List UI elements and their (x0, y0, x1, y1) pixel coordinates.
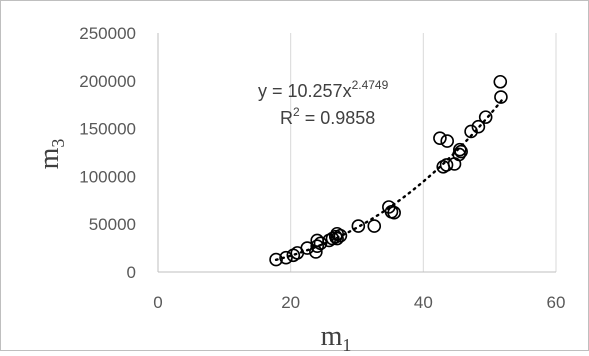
y-tick-label-150000: 150000 (79, 120, 136, 139)
data-point-27 (454, 144, 468, 159)
y-axis-title: m3 (34, 139, 68, 170)
tick-labels: 0 20 40 60 0 50000 100000 150000 200000 250000 (79, 24, 565, 312)
y-tick-label-100000: 100000 (79, 167, 136, 186)
data-point-14 (330, 231, 344, 246)
data-point-15 (351, 219, 366, 233)
data-point-1 (279, 250, 293, 265)
data-point-8 (313, 236, 328, 251)
data-point-32 (494, 90, 508, 104)
y-tick-label-50000: 50000 (89, 215, 136, 234)
data-point-28 (464, 124, 478, 139)
y-tick-label-0: 0 (127, 263, 136, 282)
x-tick-label-0: 0 (153, 293, 162, 312)
data-point-4 (300, 241, 315, 255)
x-tick-label-40: 40 (414, 293, 433, 312)
data-point-26 (453, 142, 467, 157)
r-squared-superscript: 2 (293, 105, 300, 119)
r-squared-label: R2 = 0.9858 (280, 105, 375, 128)
data-point-19 (387, 205, 401, 220)
data-point-20 (433, 131, 447, 145)
y-tick-label-200000: 200000 (79, 72, 136, 91)
data-points (269, 74, 508, 267)
r-squared-value: = 0.9858 (300, 108, 376, 128)
y-tick-label-250000: 250000 (79, 24, 136, 43)
data-point-23 (440, 134, 455, 148)
data-point-13 (333, 228, 348, 243)
axes (157, 33, 556, 273)
trendline-equation-base: y = 10.257x (258, 81, 352, 101)
y-axis-title-base: m (34, 147, 65, 169)
x-axis-title: m1 (321, 321, 352, 351)
x-tick-label-60: 60 (547, 293, 566, 312)
data-point-25 (452, 147, 466, 162)
data-point-0 (269, 252, 283, 267)
trendline-equation-exponent: 2.4749 (352, 78, 389, 92)
x-axis-title-subscript: 1 (342, 335, 351, 351)
data-point-30 (478, 110, 493, 124)
x-axis-title-base: m (321, 321, 343, 351)
data-point-31 (493, 74, 508, 89)
data-point-16 (367, 219, 382, 233)
y-axis-title-subscript: 3 (48, 139, 68, 148)
x-tick-label-20: 20 (281, 293, 300, 312)
data-point-22 (439, 158, 454, 172)
data-point-29 (471, 119, 486, 134)
r-squared-prefix: R (280, 108, 293, 128)
data-point-6 (310, 239, 325, 253)
trendline-equation: y = 10.257x2.4749 (258, 78, 389, 101)
gridlines (290, 33, 557, 272)
